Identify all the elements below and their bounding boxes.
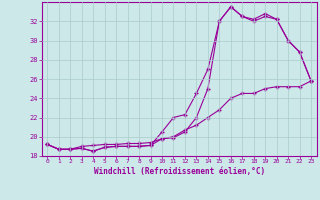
X-axis label: Windchill (Refroidissement éolien,°C): Windchill (Refroidissement éolien,°C): [94, 167, 265, 176]
